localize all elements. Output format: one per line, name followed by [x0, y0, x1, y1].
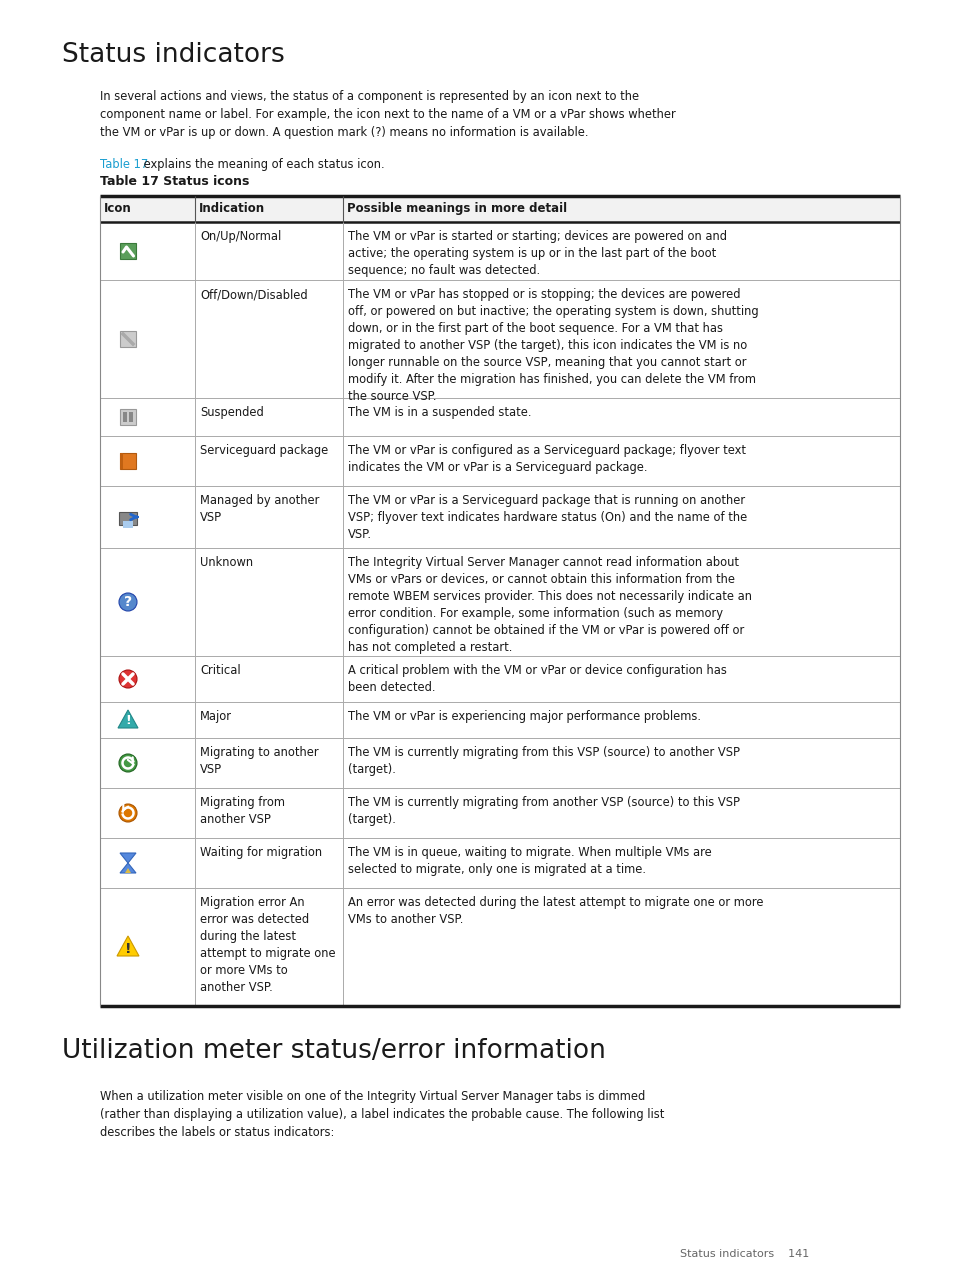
Polygon shape [117, 935, 139, 956]
Text: Utilization meter status/error information: Utilization meter status/error informati… [62, 1038, 605, 1064]
Text: The VM or vPar is a Serviceguard package that is running on another
VSP; flyover: The VM or vPar is a Serviceguard package… [348, 494, 746, 541]
Bar [120, 330, 136, 347]
Bar [100, 486, 899, 548]
Text: Off/Down/Disabled: Off/Down/Disabled [200, 289, 307, 301]
Bar [100, 436, 899, 486]
Text: Migrating to another
VSP: Migrating to another VSP [200, 746, 318, 777]
Text: Unknown: Unknown [200, 555, 253, 569]
Text: Managed by another
VSP: Managed by another VSP [200, 494, 319, 524]
Text: A critical problem with the VM or vPar or device configuration has
been detected: A critical problem with the VM or vPar o… [348, 663, 726, 694]
Text: !: ! [125, 714, 131, 727]
Text: Critical: Critical [200, 663, 240, 677]
Text: Table 17: Table 17 [100, 158, 148, 172]
Text: Indication: Indication [199, 202, 265, 215]
Text: The VM is currently migrating from another VSP (source) to this VSP
(target).: The VM is currently migrating from anoth… [348, 796, 740, 826]
Text: The VM or vPar is experiencing major performance problems.: The VM or vPar is experiencing major per… [348, 710, 700, 723]
Bar [100, 838, 899, 888]
Text: The Integrity Virtual Server Manager cannot read information about
VMs or vPars : The Integrity Virtual Server Manager can… [348, 555, 751, 655]
Text: Status indicators    141: Status indicators 141 [679, 1249, 808, 1260]
Bar [120, 243, 136, 259]
Text: An error was detected during the latest attempt to migrate one or more
VMs to an: An error was detected during the latest … [348, 896, 762, 927]
Text: Migrating from
another VSP: Migrating from another VSP [200, 796, 285, 826]
Polygon shape [120, 853, 136, 863]
Text: !: ! [125, 942, 132, 956]
Circle shape [119, 754, 137, 771]
Bar [119, 512, 137, 525]
Bar [100, 888, 899, 1007]
Text: In several actions and views, the status of a component is represented by an ico: In several actions and views, the status… [100, 90, 675, 139]
Text: The VM is in a suspended state.: The VM is in a suspended state. [348, 405, 531, 419]
Polygon shape [120, 863, 136, 873]
Text: Suspended: Suspended [200, 405, 263, 419]
Bar [100, 702, 899, 738]
Polygon shape [125, 868, 131, 873]
Text: The VM is currently migrating from this VSP (source) to another VSP
(target).: The VM is currently migrating from this … [348, 746, 740, 777]
Bar [100, 280, 899, 398]
Text: ?: ? [124, 595, 132, 609]
Bar [100, 788, 899, 838]
Bar [100, 738, 899, 788]
Text: Major: Major [200, 710, 232, 723]
Text: Migration error An
error was detected
during the latest
attempt to migrate one
o: Migration error An error was detected du… [200, 896, 335, 994]
Circle shape [119, 805, 137, 822]
Text: The VM is in queue, waiting to migrate. When multiple VMs are
selected to migrat: The VM is in queue, waiting to migrate. … [348, 846, 711, 876]
Text: explains the meaning of each status icon.: explains the meaning of each status icon… [140, 158, 384, 172]
Circle shape [119, 670, 137, 688]
Bar [100, 548, 899, 656]
Text: Table 17 Status icons: Table 17 Status icons [100, 175, 249, 188]
Circle shape [119, 594, 137, 611]
Bar [120, 409, 136, 425]
Text: Serviceguard package: Serviceguard package [200, 444, 328, 458]
Bar [100, 656, 899, 702]
Bar [100, 398, 899, 436]
Text: Waiting for migration: Waiting for migration [200, 846, 322, 859]
Polygon shape [118, 710, 138, 728]
Text: When a utilization meter visible on one of the Integrity Virtual Server Manager : When a utilization meter visible on one … [100, 1091, 663, 1139]
Text: Possible meanings in more detail: Possible meanings in more detail [347, 202, 566, 215]
Text: Status indicators: Status indicators [62, 42, 284, 69]
Bar [120, 452, 136, 469]
Text: The VM or vPar has stopped or is stopping; the devices are powered
off, or power: The VM or vPar has stopped or is stoppin… [348, 289, 758, 403]
Text: Icon: Icon [104, 202, 132, 215]
Bar [100, 222, 899, 280]
Text: On/Up/Normal: On/Up/Normal [200, 230, 281, 243]
Bar [123, 521, 132, 527]
Bar [120, 452, 123, 469]
Bar [123, 412, 127, 422]
Text: The VM or vPar is configured as a Serviceguard package; flyover text
indicates t: The VM or vPar is configured as a Servic… [348, 444, 745, 474]
Text: The VM or vPar is started or starting; devices are powered on and
active; the op: The VM or vPar is started or starting; d… [348, 230, 726, 277]
Bar [100, 196, 899, 222]
Bar [129, 412, 132, 422]
